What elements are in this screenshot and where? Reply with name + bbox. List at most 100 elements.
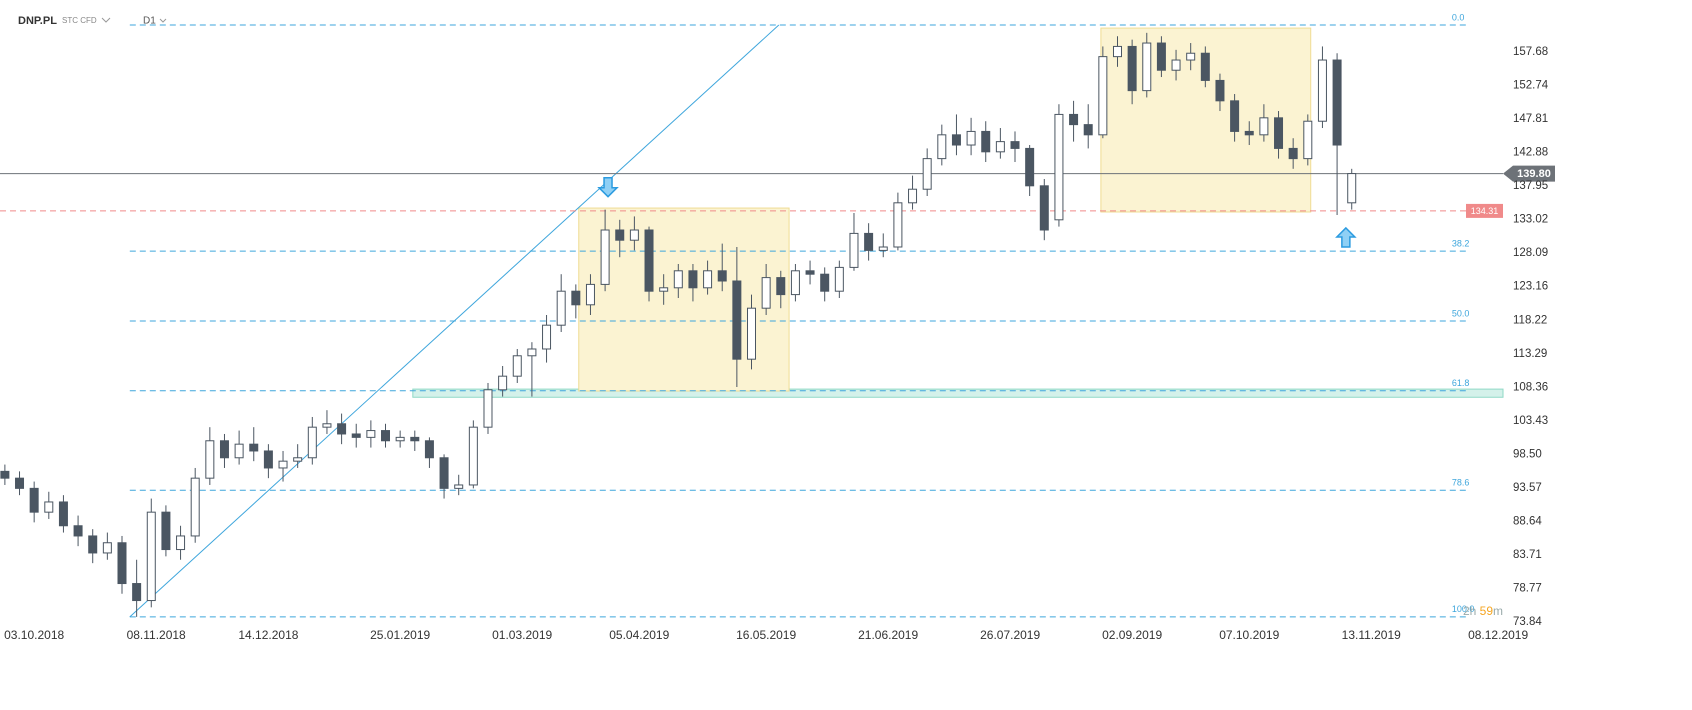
y-tick-label: 93.57 (1513, 482, 1542, 494)
candle-body (1069, 113, 1079, 126)
symbol[interactable]: DNP.PL (18, 15, 57, 27)
candle-body (395, 436, 405, 442)
y-tick-label: 128.09 (1513, 247, 1548, 259)
fib-label: 50.0 (1452, 308, 1470, 318)
candle-body (717, 270, 727, 282)
candle-body (1347, 173, 1357, 204)
candle-body (1200, 52, 1210, 81)
countdown: 2h 59m (1463, 604, 1503, 618)
y-tick-label: 147.81 (1513, 113, 1548, 125)
candle-body (1244, 130, 1254, 136)
dropdown-caret[interactable] (159, 18, 167, 23)
x-tick-label: 16.05.2019 (736, 628, 796, 642)
candle-body (908, 188, 918, 204)
candle-body (1083, 124, 1093, 136)
candle-body (790, 270, 800, 296)
y-tick-label: 83.71 (1513, 549, 1542, 561)
fib-label: 61.8 (1452, 378, 1470, 388)
candle-body (351, 433, 361, 438)
candle-body (922, 158, 932, 190)
x-tick-label: 03.10.2018 (4, 628, 64, 642)
x-tick-label: 08.12.2019 (1468, 628, 1528, 642)
candle-body (307, 426, 317, 459)
candle-body (805, 270, 815, 275)
candle-body (1098, 56, 1108, 136)
candle-body (381, 430, 391, 442)
candle-body (190, 477, 200, 537)
x-tick-label: 02.09.2019 (1102, 628, 1162, 642)
candle-body (293, 457, 303, 462)
dropdown-caret[interactable] (101, 17, 111, 23)
countdown-hours: 2h (1463, 604, 1476, 618)
fib-label: 100.0 (1452, 604, 1475, 614)
candle-body (468, 426, 478, 486)
candle-body (439, 457, 449, 489)
candle-body (951, 134, 961, 146)
y-tick-label: 157.68 (1513, 46, 1548, 58)
x-tick-label: 21.06.2019 (858, 628, 918, 642)
candle-body (1230, 100, 1240, 132)
candle-body (732, 280, 742, 360)
candle-body (132, 583, 142, 602)
candle-body (88, 535, 98, 554)
candle-body (688, 270, 698, 289)
candle-body (673, 270, 683, 289)
candle-body (146, 511, 156, 602)
candle-body (556, 290, 566, 326)
y-tick-label: 142.88 (1513, 147, 1548, 159)
candle-body (424, 440, 434, 459)
candle-body (1303, 120, 1313, 160)
candle-body (234, 443, 244, 459)
candle-body (117, 542, 127, 585)
market: STC CFD (62, 16, 97, 25)
candle-body (659, 287, 669, 292)
alert-label-box (1466, 203, 1503, 218)
alert-label: 134.31 (1471, 206, 1499, 216)
candle-body (981, 130, 991, 153)
y-tick-label: 133.02 (1513, 214, 1548, 226)
y-tick-label: 118.22 (1513, 314, 1547, 326)
candle-body (73, 525, 83, 537)
candle-body (600, 229, 610, 285)
candle-body (161, 511, 171, 551)
trend-line (129, 24, 780, 618)
candle-body (1039, 185, 1049, 231)
candle-body (454, 484, 464, 489)
candle-body (1317, 59, 1327, 122)
interval[interactable]: D1 (143, 16, 156, 27)
y-tick-label: 152.74 (1513, 80, 1549, 92)
candle-body (1010, 141, 1020, 149)
candle-body (1288, 147, 1298, 160)
candle-body (1215, 79, 1225, 102)
candle-body (542, 324, 552, 350)
candle-body (615, 229, 625, 241)
candle-body (849, 232, 859, 268)
candle-body (820, 273, 830, 292)
signal-arrow (1335, 226, 1357, 248)
candle-body (1112, 45, 1122, 58)
candle-body (263, 450, 273, 469)
candle-body (1156, 42, 1166, 71)
candle-body (1186, 52, 1196, 61)
x-tick-label: 13.11.2019 (1342, 628, 1401, 642)
candle-body (205, 440, 215, 479)
candle-body (512, 355, 522, 377)
support-zone (412, 388, 1504, 398)
candle-body (322, 423, 332, 428)
candle-body (703, 270, 713, 289)
signal-arrow (597, 176, 619, 198)
highlight-box (578, 207, 790, 392)
y-tick-label: 113.29 (1513, 348, 1547, 360)
last-price-box (1503, 165, 1555, 182)
candle-body (995, 141, 1005, 153)
y-tick-label: 108.36 (1513, 381, 1548, 393)
candle-body (58, 501, 68, 527)
x-tick-label: 05.04.2019 (609, 628, 669, 642)
y-tick-label: 98.50 (1513, 448, 1542, 460)
candle-body (1127, 45, 1137, 92)
candle-body (219, 440, 229, 459)
x-tick-label: 08.11.2018 (127, 628, 186, 642)
x-tick-label: 25.01.2019 (370, 628, 430, 642)
